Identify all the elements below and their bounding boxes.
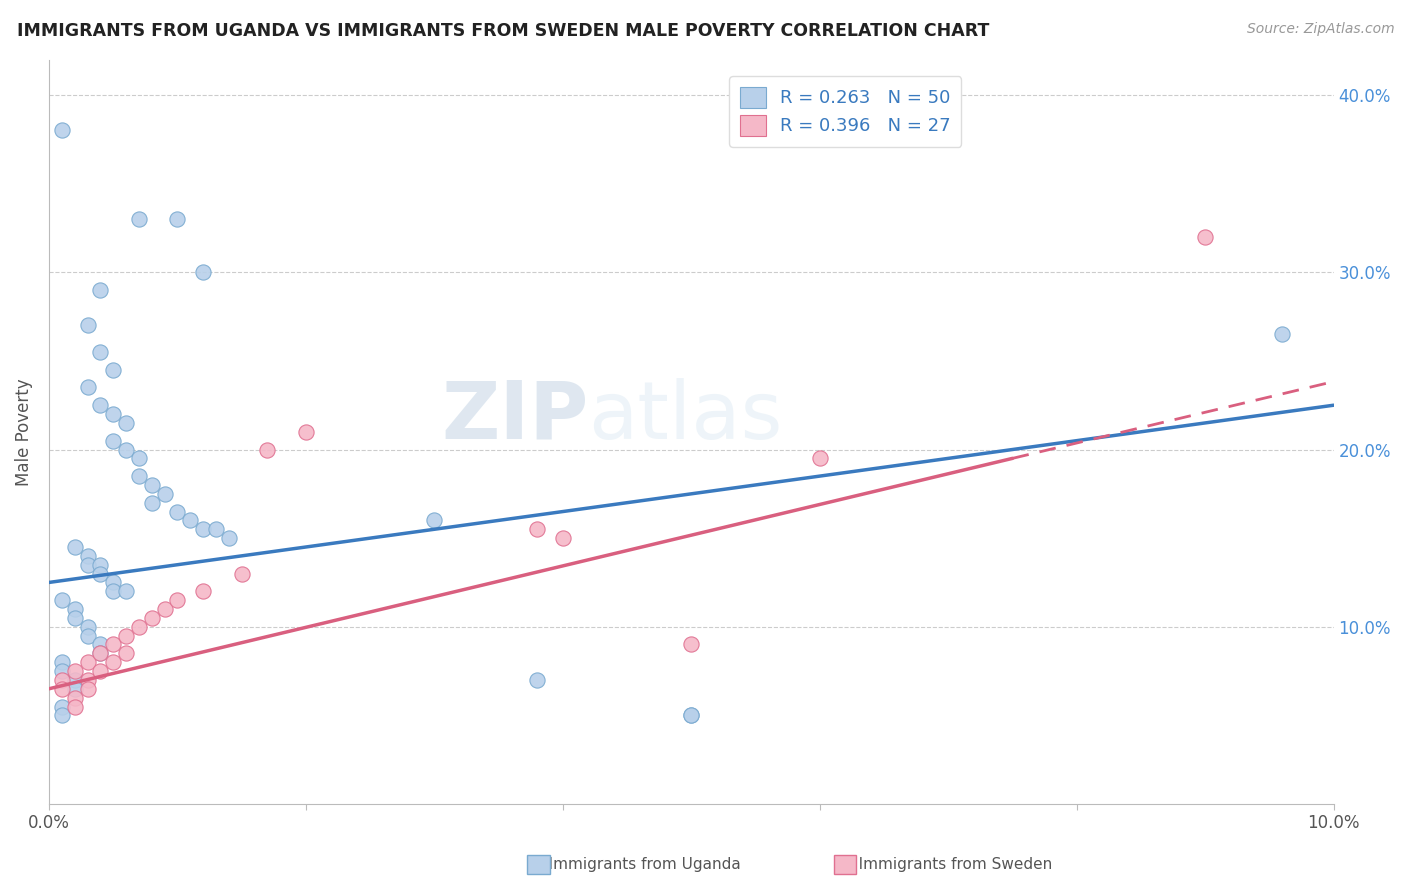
Point	[51, 664, 73, 678]
Point	[89, 566, 111, 581]
Point	[89, 283, 111, 297]
Point	[103, 655, 125, 669]
Point	[76, 673, 98, 687]
Point	[295, 425, 318, 439]
Point	[256, 442, 278, 457]
Point	[141, 478, 163, 492]
Point	[551, 531, 574, 545]
Y-axis label: Male Poverty: Male Poverty	[15, 378, 32, 485]
Point	[51, 673, 73, 687]
Point	[51, 699, 73, 714]
Point	[128, 469, 150, 483]
Point	[76, 629, 98, 643]
Point	[76, 549, 98, 563]
Point	[218, 531, 240, 545]
Point	[526, 522, 548, 536]
Point	[128, 451, 150, 466]
Text: Immigrants from Uganda: Immigrants from Uganda	[534, 857, 741, 872]
Point	[89, 664, 111, 678]
Point	[103, 638, 125, 652]
Point	[76, 318, 98, 333]
Point	[63, 602, 86, 616]
Point	[166, 212, 188, 227]
Point	[115, 416, 138, 430]
Text: ZIP: ZIP	[441, 378, 589, 456]
Point	[76, 655, 98, 669]
Point	[103, 434, 125, 448]
Point	[51, 123, 73, 137]
Point	[115, 584, 138, 599]
Point	[1271, 327, 1294, 342]
Point	[681, 638, 703, 652]
Point	[76, 681, 98, 696]
Point	[1194, 230, 1216, 244]
Point	[63, 681, 86, 696]
Point	[423, 513, 446, 527]
Point	[153, 602, 176, 616]
Point	[191, 265, 214, 279]
Point	[115, 442, 138, 457]
Point	[191, 584, 214, 599]
Point	[166, 593, 188, 607]
Point	[76, 380, 98, 394]
Point	[89, 646, 111, 660]
Point	[141, 611, 163, 625]
Point	[205, 522, 228, 536]
Point	[191, 522, 214, 536]
Point	[808, 451, 831, 466]
Point	[231, 566, 253, 581]
Legend: R = 0.263   N = 50, R = 0.396   N = 27: R = 0.263 N = 50, R = 0.396 N = 27	[730, 76, 962, 146]
Point	[179, 513, 201, 527]
Point	[51, 655, 73, 669]
Point	[681, 708, 703, 723]
Text: Source: ZipAtlas.com: Source: ZipAtlas.com	[1247, 22, 1395, 37]
Point	[89, 398, 111, 412]
Point	[681, 708, 703, 723]
Point	[63, 540, 86, 554]
Point	[103, 363, 125, 377]
Point	[141, 496, 163, 510]
Point	[63, 690, 86, 705]
Point	[51, 593, 73, 607]
Text: atlas: atlas	[589, 378, 783, 456]
Point	[63, 611, 86, 625]
Point	[115, 629, 138, 643]
Point	[63, 664, 86, 678]
Point	[89, 646, 111, 660]
Point	[89, 638, 111, 652]
Point	[128, 620, 150, 634]
Point	[166, 504, 188, 518]
Point	[526, 673, 548, 687]
Point	[76, 558, 98, 572]
Point	[103, 584, 125, 599]
Point	[115, 646, 138, 660]
Point	[76, 620, 98, 634]
Point	[103, 407, 125, 421]
Text: Immigrants from Sweden: Immigrants from Sweden	[844, 857, 1052, 872]
Point	[51, 708, 73, 723]
Text: IMMIGRANTS FROM UGANDA VS IMMIGRANTS FROM SWEDEN MALE POVERTY CORRELATION CHART: IMMIGRANTS FROM UGANDA VS IMMIGRANTS FRO…	[17, 22, 990, 40]
Point	[153, 487, 176, 501]
Point	[128, 212, 150, 227]
Point	[63, 699, 86, 714]
Point	[63, 673, 86, 687]
Point	[89, 345, 111, 359]
Point	[89, 558, 111, 572]
Point	[51, 681, 73, 696]
Point	[103, 575, 125, 590]
